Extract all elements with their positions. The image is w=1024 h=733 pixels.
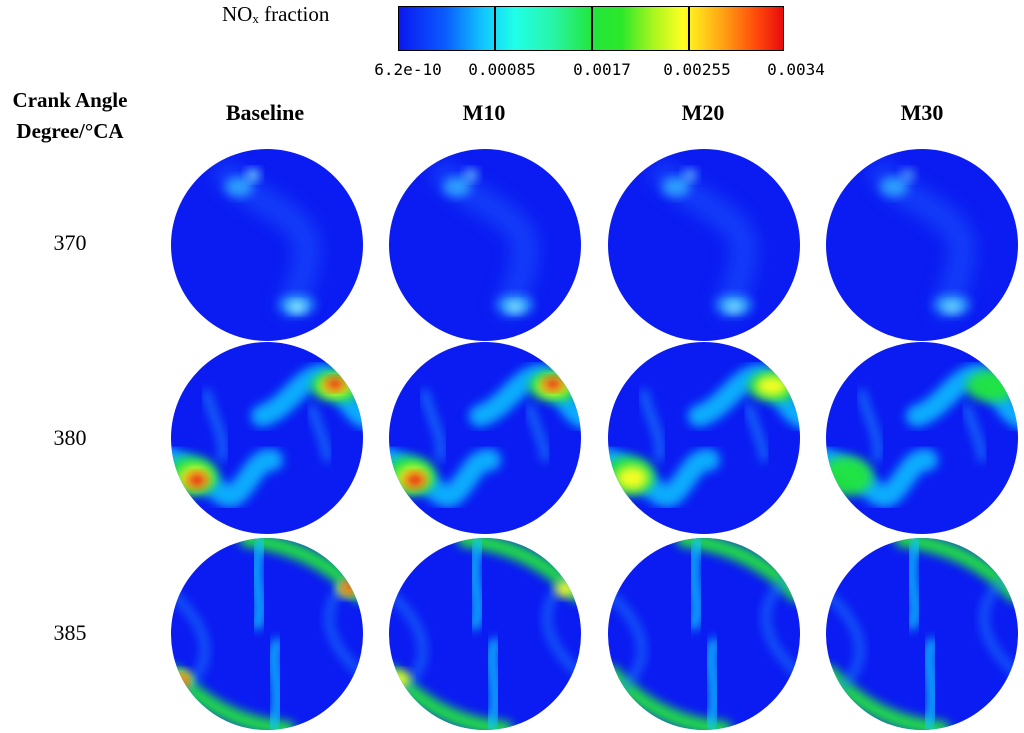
- column-header-m10: M10: [462, 100, 506, 125]
- contour-disc-370-m10: [389, 149, 581, 341]
- colorbar-tick: 6.2e-10: [374, 60, 442, 79]
- contour-disc-380-m10: [389, 342, 581, 534]
- colorbar-divider: [591, 7, 593, 50]
- contour-disc-380-m20: [608, 342, 800, 534]
- contour-disc-380-m30: [826, 342, 1018, 534]
- row-label-385: 385: [53, 620, 87, 645]
- row-label-380: 380: [53, 425, 87, 450]
- contour-disc-385-baseline: [171, 538, 363, 730]
- colorbar-tick: 0.0017: [573, 60, 631, 79]
- contour-disc-385-m30: [826, 538, 1018, 730]
- colorbar-tick: 0.00255: [663, 60, 731, 79]
- legend-title: NOx fraction: [222, 2, 330, 26]
- column-header-baseline: Baseline: [225, 100, 305, 125]
- row-axis-label-line2: Degree/°CA: [16, 119, 124, 143]
- row-label-370: 370: [53, 230, 87, 255]
- row-axis-label: Crank Angle Degree/°CA: [0, 85, 140, 147]
- colorbar: [398, 6, 784, 51]
- column-header-m20: M20: [681, 100, 725, 125]
- contour-disc-385-m20: [608, 538, 800, 730]
- column-header-m30: M30: [900, 100, 944, 125]
- colorbar-divider: [494, 7, 496, 50]
- contour-disc-385-m10: [389, 538, 581, 730]
- contour-disc-370-m30: [826, 149, 1018, 341]
- colorbar-tick: 0.0034: [767, 60, 825, 79]
- colorbar-divider: [688, 7, 690, 50]
- colorbar-tick: 0.00085: [468, 60, 536, 79]
- row-axis-label-line1: Crank Angle: [12, 88, 128, 112]
- contour-disc-380-baseline: [171, 342, 363, 534]
- contour-disc-370-m20: [608, 149, 800, 341]
- contour-disc-370-baseline: [171, 149, 363, 341]
